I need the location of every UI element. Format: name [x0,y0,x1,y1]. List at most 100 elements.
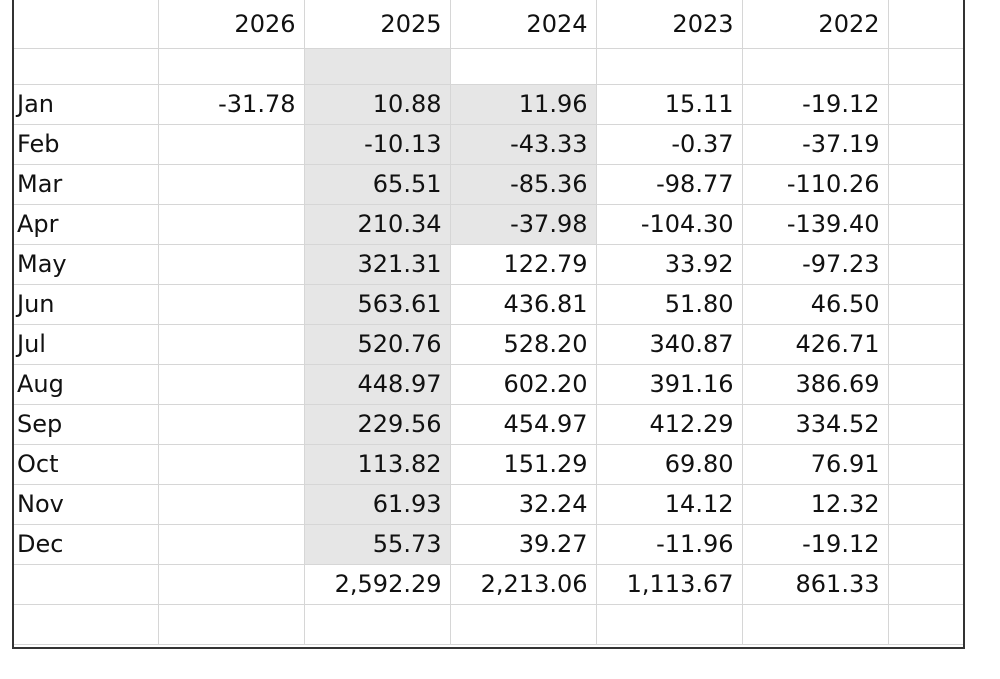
value-cell[interactable]: -43.33 [450,124,597,165]
value-cell[interactable] [158,484,305,525]
value-cell[interactable] [158,204,305,245]
total-cell[interactable]: 2,592.29 [304,564,451,605]
value-cell[interactable]: 520.76 [304,324,451,365]
empty-cell[interactable] [888,484,963,525]
totals-label-cell[interactable] [14,564,159,605]
value-cell[interactable] [158,364,305,405]
value-cell[interactable]: 12.32 [742,484,889,525]
month-label-cell[interactable]: Oct [14,444,159,485]
empty-cell[interactable] [742,604,889,645]
value-cell[interactable]: 33.92 [596,244,743,285]
empty-cell[interactable] [888,604,963,645]
empty-cell[interactable] [14,48,159,85]
empty-cell[interactable] [742,48,889,85]
value-cell[interactable]: 15.11 [596,84,743,125]
value-cell[interactable]: 448.97 [304,364,451,405]
year-header-cell[interactable]: 2024 [450,0,597,49]
value-cell[interactable]: -139.40 [742,204,889,245]
value-cell[interactable]: 454.97 [450,404,597,445]
empty-cell[interactable] [888,0,963,49]
value-cell[interactable]: 386.69 [742,364,889,405]
value-cell[interactable]: -19.12 [742,524,889,565]
value-cell[interactable] [158,524,305,565]
value-cell[interactable]: 14.12 [596,484,743,525]
total-cell[interactable]: 2,213.06 [450,564,597,605]
header-corner-cell[interactable] [14,0,159,49]
empty-cell[interactable] [888,164,963,205]
value-cell[interactable]: 11.96 [450,84,597,125]
empty-cell[interactable] [888,284,963,325]
year-header-cell[interactable]: 2022 [742,0,889,49]
value-cell[interactable]: 113.82 [304,444,451,485]
value-cell[interactable]: 334.52 [742,404,889,445]
year-header-cell[interactable]: 2023 [596,0,743,49]
month-label-cell[interactable]: Apr [14,204,159,245]
month-label-cell[interactable]: Jun [14,284,159,325]
value-cell[interactable] [158,404,305,445]
value-cell[interactable]: 122.79 [450,244,597,285]
value-cell[interactable]: 61.93 [304,484,451,525]
year-header-cell[interactable]: 2025 [304,0,451,49]
value-cell[interactable] [158,164,305,205]
month-label-cell[interactable]: Feb [14,124,159,165]
month-label-cell[interactable]: Dec [14,524,159,565]
month-label-cell[interactable]: Jul [14,324,159,365]
value-cell[interactable]: -85.36 [450,164,597,205]
value-cell[interactable]: 563.61 [304,284,451,325]
month-label-cell[interactable]: Nov [14,484,159,525]
empty-cell[interactable] [450,604,597,645]
value-cell[interactable]: -0.37 [596,124,743,165]
empty-cell[interactable] [888,564,963,605]
empty-cell[interactable] [304,48,451,85]
value-cell[interactable]: 151.29 [450,444,597,485]
empty-cell[interactable] [888,324,963,365]
empty-cell[interactable] [888,244,963,285]
empty-cell[interactable] [888,364,963,405]
value-cell[interactable]: 55.73 [304,524,451,565]
value-cell[interactable] [158,244,305,285]
value-cell[interactable]: -97.23 [742,244,889,285]
value-cell[interactable]: -37.19 [742,124,889,165]
value-cell[interactable]: -110.26 [742,164,889,205]
empty-cell[interactable] [888,124,963,165]
value-cell[interactable] [158,124,305,165]
month-label-cell[interactable]: Jan [14,84,159,125]
value-cell[interactable]: 436.81 [450,284,597,325]
value-cell[interactable]: -19.12 [742,84,889,125]
value-cell[interactable]: 391.16 [596,364,743,405]
empty-cell[interactable] [14,604,159,645]
value-cell[interactable]: 210.34 [304,204,451,245]
value-cell[interactable]: 426.71 [742,324,889,365]
empty-cell[interactable] [304,604,451,645]
value-cell[interactable]: 229.56 [304,404,451,445]
value-cell[interactable]: -11.96 [596,524,743,565]
year-header-cell[interactable]: 2026 [158,0,305,49]
empty-cell[interactable] [888,84,963,125]
month-label-cell[interactable]: Sep [14,404,159,445]
value-cell[interactable]: 412.29 [596,404,743,445]
value-cell[interactable] [158,324,305,365]
value-cell[interactable]: 76.91 [742,444,889,485]
empty-cell[interactable] [158,48,305,85]
value-cell[interactable]: 321.31 [304,244,451,285]
month-label-cell[interactable]: Mar [14,164,159,205]
value-cell[interactable]: 10.88 [304,84,451,125]
empty-cell[interactable] [888,524,963,565]
value-cell[interactable]: 32.24 [450,484,597,525]
total-cell[interactable] [158,564,305,605]
value-cell[interactable]: 69.80 [596,444,743,485]
value-cell[interactable] [158,444,305,485]
empty-cell[interactable] [450,48,597,85]
value-cell[interactable]: -31.78 [158,84,305,125]
empty-cell[interactable] [888,444,963,485]
empty-cell[interactable] [596,604,743,645]
month-label-cell[interactable]: May [14,244,159,285]
empty-cell[interactable] [888,404,963,445]
value-cell[interactable] [158,284,305,325]
total-cell[interactable]: 861.33 [742,564,889,605]
value-cell[interactable]: -10.13 [304,124,451,165]
value-cell[interactable]: 51.80 [596,284,743,325]
empty-cell[interactable] [596,48,743,85]
value-cell[interactable]: 39.27 [450,524,597,565]
total-cell[interactable]: 1,113.67 [596,564,743,605]
